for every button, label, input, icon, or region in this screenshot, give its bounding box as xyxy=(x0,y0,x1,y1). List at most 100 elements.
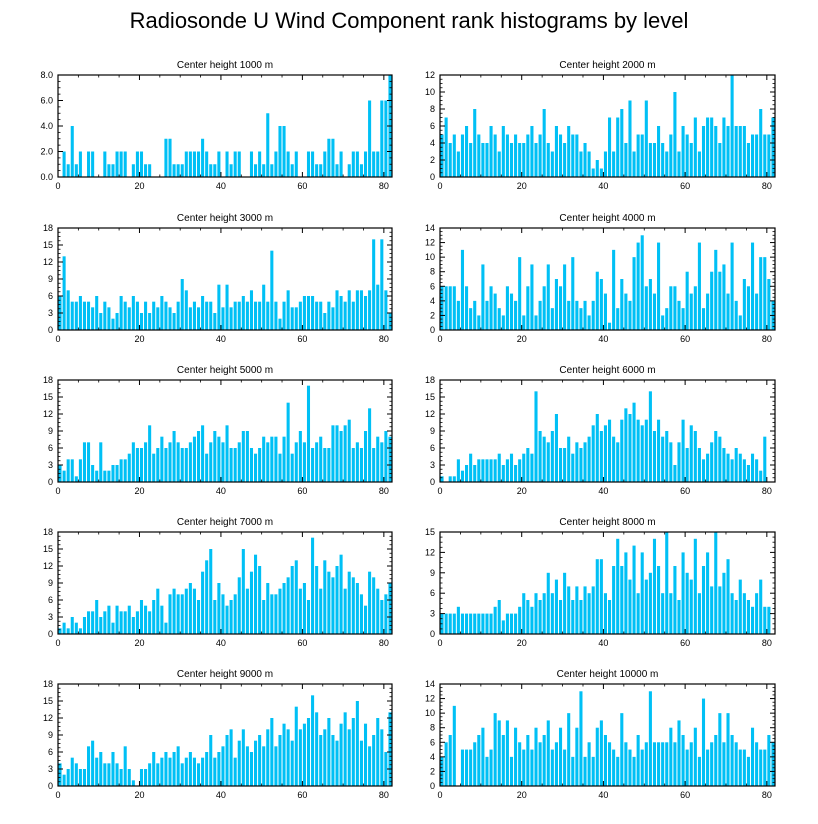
histogram-bar xyxy=(274,746,278,786)
histogram-bar xyxy=(465,613,469,634)
histogram-bar xyxy=(710,442,714,482)
histogram-bar xyxy=(546,720,550,786)
histogram-bar xyxy=(82,442,87,482)
histogram-bar xyxy=(384,290,388,330)
histogram-bar xyxy=(652,742,657,786)
histogram-bar xyxy=(648,691,652,786)
histogram-bar xyxy=(493,713,497,786)
histogram-bar xyxy=(164,622,168,634)
histogram-bar xyxy=(587,742,591,786)
histogram-bar xyxy=(78,769,82,786)
y-tick-label: 9 xyxy=(48,730,53,740)
y-tick-label: 18 xyxy=(43,375,53,385)
histogram-bar xyxy=(603,151,607,177)
histogram-bar xyxy=(176,746,180,786)
histogram-bar xyxy=(579,600,583,634)
histogram-bar xyxy=(497,308,501,330)
histogram-bar xyxy=(612,749,616,786)
histogram-bar xyxy=(372,577,376,634)
histogram-bar xyxy=(534,391,538,482)
histogram-bar xyxy=(738,579,742,634)
y-tick-label: 4 xyxy=(430,296,435,306)
histogram-bar xyxy=(701,566,706,634)
histogram-bar xyxy=(514,134,518,177)
histogram-bar xyxy=(599,720,603,786)
histogram-bar xyxy=(583,756,587,786)
histogram-bar xyxy=(448,143,452,177)
x-tick-label: 20 xyxy=(517,790,527,800)
histogram-bar xyxy=(62,622,66,634)
x-tick-label: 0 xyxy=(437,486,442,496)
y-tick-label: 8 xyxy=(430,104,435,114)
x-tick-label: 20 xyxy=(517,638,527,648)
histogram-bar xyxy=(710,117,714,177)
y-tick-label: 8 xyxy=(430,267,435,277)
histogram-bar xyxy=(558,448,563,482)
histogram-bar xyxy=(620,109,624,177)
histogram-bar xyxy=(501,315,505,330)
histogram-bar xyxy=(685,448,689,482)
histogram-bar xyxy=(746,465,750,482)
histogram-bar xyxy=(327,301,331,330)
histogram-bar xyxy=(192,151,196,177)
histogram-bar xyxy=(591,300,595,330)
histogram-bar xyxy=(119,296,123,330)
histogram-bar xyxy=(452,705,456,786)
histogram-bar xyxy=(473,465,477,482)
histogram-bar xyxy=(201,425,205,482)
histogram-bar xyxy=(542,109,546,177)
histogram-bar xyxy=(689,742,693,786)
histogram-bar xyxy=(311,695,315,786)
histogram-bar xyxy=(103,151,107,177)
histogram-bar xyxy=(258,735,262,786)
histogram-bar xyxy=(180,448,184,482)
histogram-bar xyxy=(237,301,241,330)
histogram-bar xyxy=(567,713,571,786)
histogram-bar xyxy=(636,735,640,786)
histogram-bar xyxy=(750,727,755,786)
y-tick-label: 8 xyxy=(430,723,435,733)
y-tick-label: 12 xyxy=(425,70,435,80)
histogram-bar xyxy=(368,290,372,330)
histogram-bar xyxy=(669,593,673,634)
histogram-bar xyxy=(160,436,164,482)
histogram-bar xyxy=(726,713,730,786)
histogram-bar xyxy=(351,301,355,330)
histogram-bar xyxy=(509,613,514,634)
histogram-bar xyxy=(217,583,221,634)
histogram-bar xyxy=(452,286,456,330)
histogram-bar xyxy=(180,594,184,634)
histogram-bar xyxy=(258,301,262,330)
histogram-bar xyxy=(444,742,448,786)
histogram-bar xyxy=(620,419,624,482)
x-tick-label: 60 xyxy=(680,790,690,800)
histogram-bar xyxy=(184,151,188,177)
histogram-bar xyxy=(229,448,233,482)
histogram-bar xyxy=(131,296,135,330)
histogram-bar xyxy=(738,315,742,330)
histogram-bar xyxy=(123,301,127,330)
y-tick-label: 0 xyxy=(48,781,53,791)
y-tick-label: 0.0 xyxy=(40,172,53,182)
panel-title: Center height 7000 m xyxy=(177,517,273,528)
histogram-bar xyxy=(469,143,473,177)
histogram-bar xyxy=(509,756,514,786)
histogram-bar xyxy=(180,164,184,177)
y-tick-label: 2 xyxy=(430,766,435,776)
histogram-bar xyxy=(599,168,603,177)
histogram-bar xyxy=(750,606,755,634)
histogram-bar xyxy=(714,735,718,786)
histogram-bar xyxy=(497,151,501,177)
histogram-bar xyxy=(518,257,522,330)
histogram-bar xyxy=(767,279,771,330)
histogram-bar xyxy=(526,448,530,482)
histogram-bar xyxy=(591,425,595,482)
histogram-bar xyxy=(689,579,693,634)
histogram-bar xyxy=(298,431,302,482)
histogram-bar xyxy=(587,151,591,177)
histogram-bar xyxy=(473,613,477,634)
histogram-bar xyxy=(722,117,726,177)
histogram-bar xyxy=(722,572,726,634)
histogram-bar xyxy=(730,593,734,634)
histogram-bar xyxy=(571,756,575,786)
